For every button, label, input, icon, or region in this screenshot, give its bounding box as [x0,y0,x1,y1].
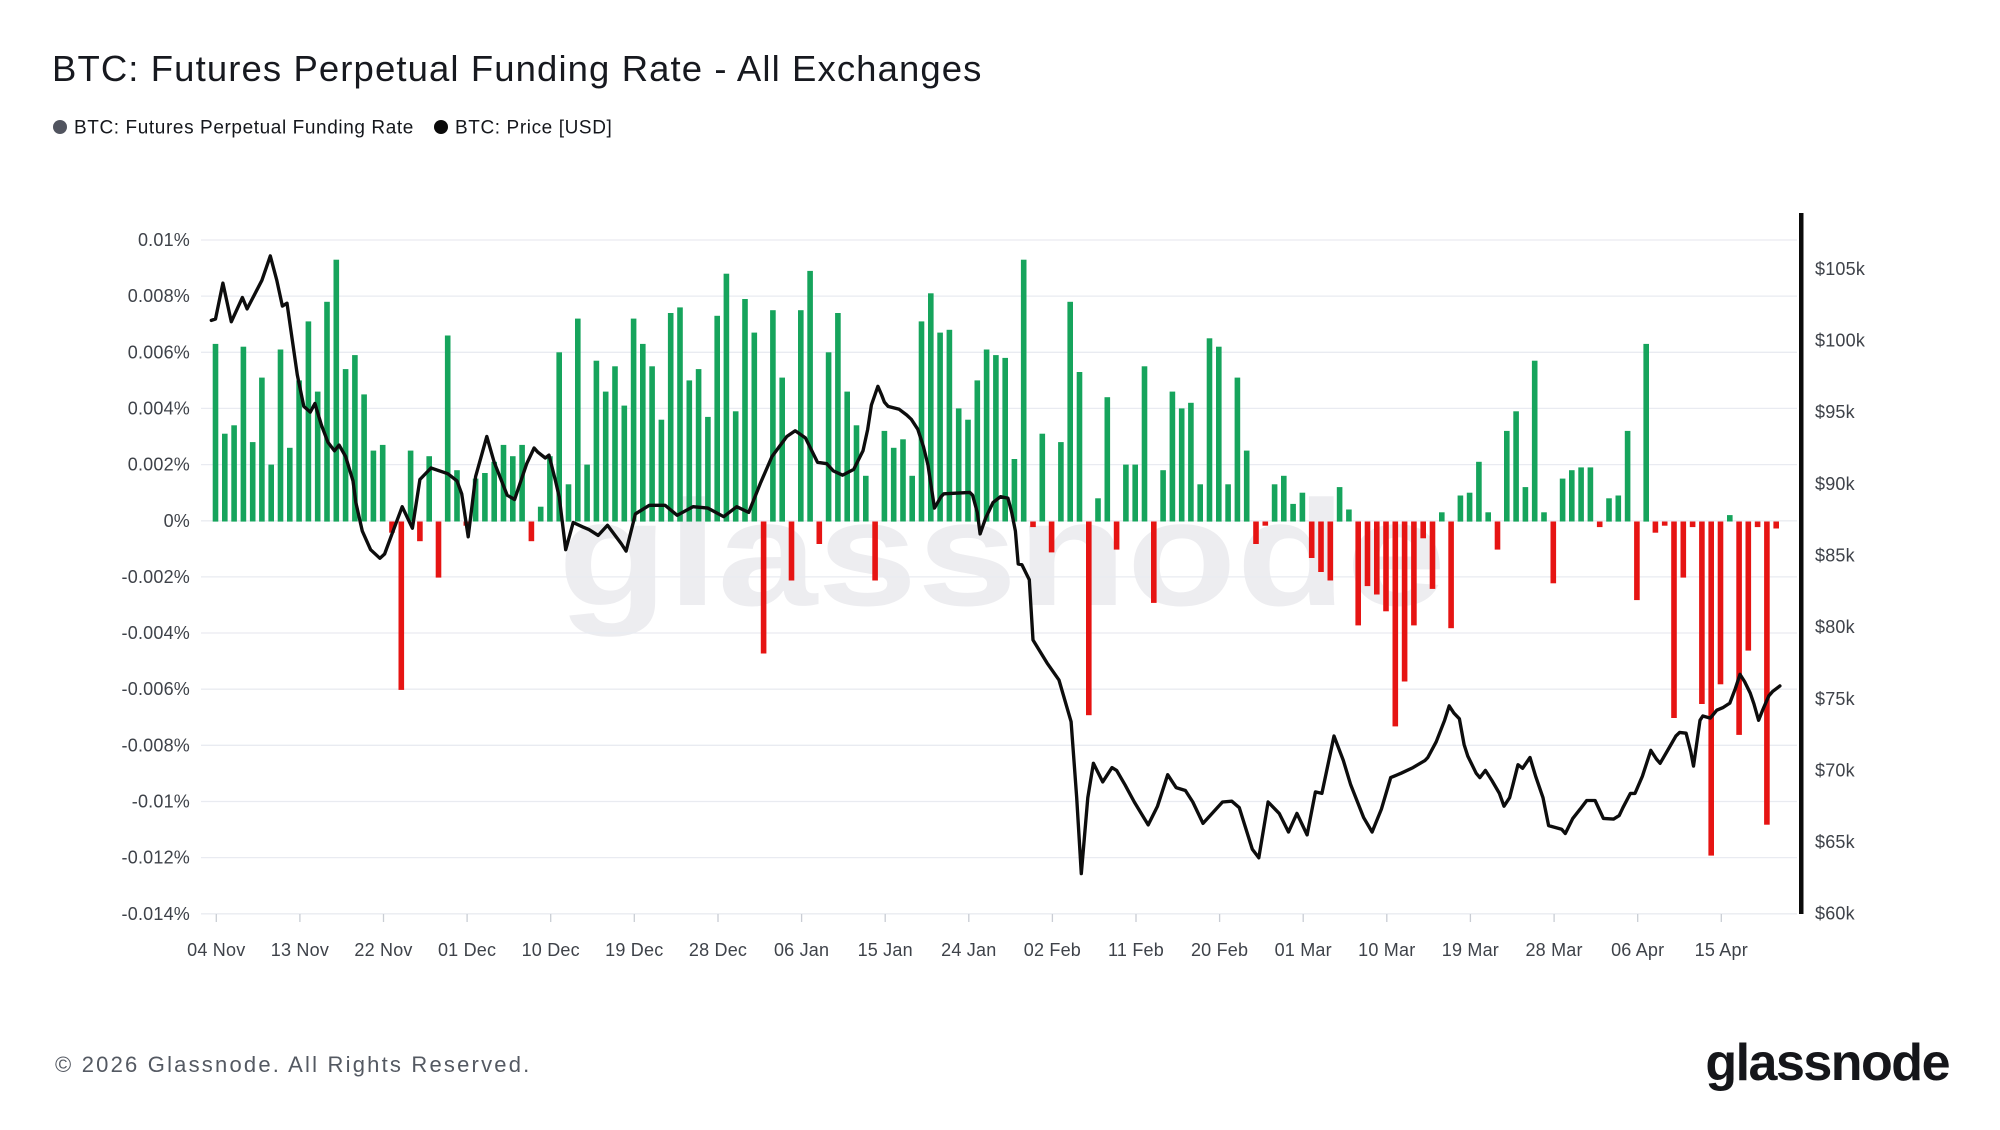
svg-text:$70k: $70k [1815,760,1856,780]
svg-text:glassnode: glassnode [1705,1034,1949,1092]
svg-text:28 Mar: 28 Mar [1525,940,1582,960]
svg-text:$95k: $95k [1815,402,1856,422]
svg-text:0.01%: 0.01% [138,230,190,250]
svg-text:01 Mar: 01 Mar [1275,940,1332,960]
svg-text:0.008%: 0.008% [128,286,190,306]
svg-text:06 Jan: 06 Jan [774,940,829,960]
svg-text:-0.012%: -0.012% [122,848,190,868]
svg-text:-0.01%: -0.01% [132,792,190,812]
svg-text:22 Nov: 22 Nov [354,940,412,960]
svg-text:01 Dec: 01 Dec [438,940,496,960]
svg-text:-0.014%: -0.014% [122,904,190,924]
svg-text:06 Apr: 06 Apr [1611,940,1664,960]
svg-text:$90k: $90k [1815,474,1856,494]
svg-text:-0.002%: -0.002% [122,567,190,587]
svg-text:02 Feb: 02 Feb [1024,940,1081,960]
svg-text:0.004%: 0.004% [128,398,190,418]
svg-text:-0.006%: -0.006% [122,679,190,699]
svg-text:0.002%: 0.002% [128,455,190,475]
svg-text:-0.004%: -0.004% [122,623,190,643]
svg-text:$75k: $75k [1815,689,1856,709]
svg-text:15 Apr: 15 Apr [1695,940,1748,960]
svg-text:$80k: $80k [1815,617,1856,637]
svg-text:10 Mar: 10 Mar [1358,940,1415,960]
svg-text:0%: 0% [164,511,190,531]
svg-text:15 Jan: 15 Jan [858,940,913,960]
svg-text:$85k: $85k [1815,545,1856,565]
svg-text:19 Mar: 19 Mar [1442,940,1499,960]
svg-text:10 Dec: 10 Dec [522,940,580,960]
svg-text:$105k: $105k [1815,259,1866,279]
svg-text:$100k: $100k [1815,331,1866,351]
svg-text:0.006%: 0.006% [128,342,190,362]
svg-text:-0.008%: -0.008% [122,735,190,755]
svg-text:$65k: $65k [1815,832,1856,852]
svg-text:19 Dec: 19 Dec [605,940,663,960]
svg-text:11 Feb: 11 Feb [1108,940,1164,960]
svg-text:$60k: $60k [1815,904,1856,924]
svg-text:13 Nov: 13 Nov [271,940,329,960]
svg-text:BTC: Futures Perpetual Funding: BTC: Futures Perpetual Funding Rate - Al… [52,48,983,89]
svg-text:28 Dec: 28 Dec [689,940,747,960]
svg-text:© 2026 Glassnode. All Rights R: © 2026 Glassnode. All Rights Reserved. [55,1052,531,1077]
svg-text:BTC: Price [USD]: BTC: Price [USD] [455,118,612,139]
svg-text:04 Nov: 04 Nov [187,940,245,960]
svg-text:BTC: Futures Perpetual Funding: BTC: Futures Perpetual Funding Rate [74,118,414,139]
svg-text:20 Feb: 20 Feb [1191,940,1248,960]
svg-text:24 Jan: 24 Jan [941,940,996,960]
